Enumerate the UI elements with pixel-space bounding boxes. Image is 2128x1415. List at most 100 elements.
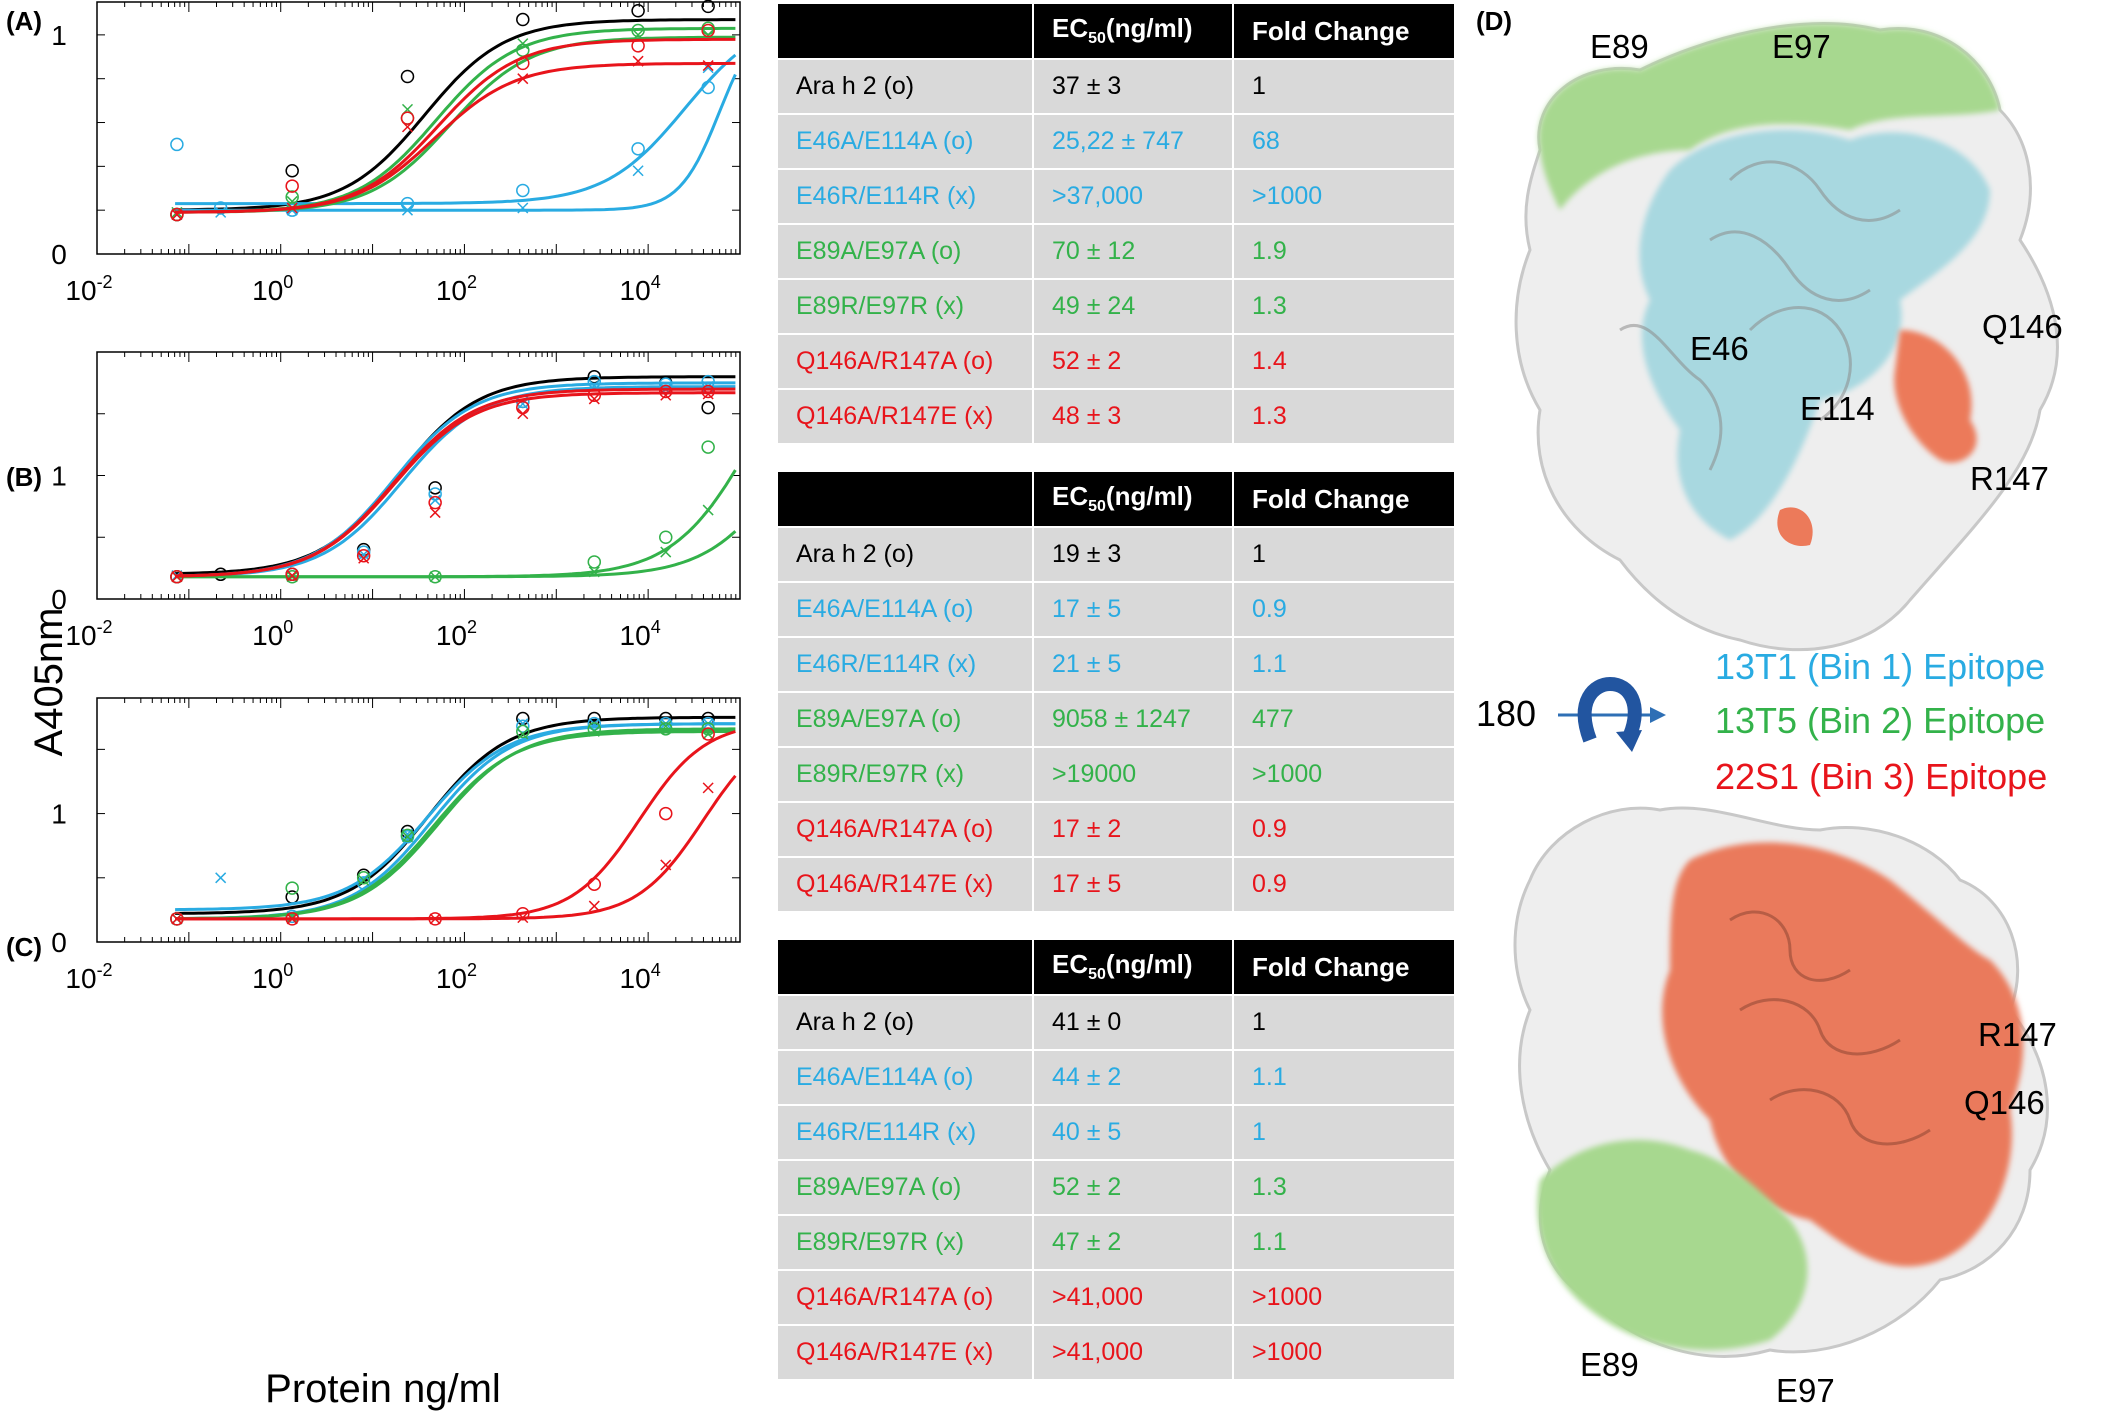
variant-cell: Q146A/R147A (o) [776,801,1034,858]
data-point [215,872,227,884]
ec50-cell: 9058 ± 1247 [1032,691,1234,748]
data-point [631,142,645,156]
x-tick-label: 102 [436,272,477,306]
data-point [659,722,673,736]
y-tick-label: 1 [51,461,67,492]
table-header-blank [776,2,1034,60]
x-tick-label: 100 [252,272,293,306]
fold-change-cell: 0.9 [1232,581,1456,638]
x-tick-label: 104 [620,617,661,651]
y-tick-label: 1 [51,20,67,51]
data-point [702,60,714,72]
variant-cell: Q146A/R147E (x) [776,856,1034,913]
data-point [631,4,645,18]
y-axis-label: A405nm [27,608,71,757]
fold-change-cell: 1 [1232,1104,1456,1161]
fold-change-cell: 1 [1232,58,1456,115]
data-point [517,73,529,85]
data-point [285,163,299,178]
table-header-ec50: EC50(ng/ml) [1032,2,1234,60]
x-tick-label: 102 [436,617,477,651]
fold-change-cell: 1.3 [1232,1159,1456,1216]
y-tick-label: 0 [51,927,67,958]
fold-change-cell: >1000 [1232,168,1456,225]
data-point [587,716,602,731]
data-point [701,440,715,454]
table-row: E89R/E97R (x) 47 ± 2 1.1 [776,1214,1456,1271]
data-point [356,871,371,885]
data-point [588,725,600,737]
variant-cell: E89R/E97R (x) [776,1214,1034,1271]
residue-label: E89 [1590,28,1649,65]
x-tick-label: 102 [436,960,477,994]
data-point [517,202,529,214]
data-point [632,55,644,67]
fit-curve-green [175,730,736,921]
data-point [516,183,530,198]
variant-cell: E89A/E97A (o) [776,691,1034,748]
table-row: E89R/E97R (x) 49 ± 24 1.3 [776,278,1456,335]
data-point [701,0,715,14]
table-row: E89A/E97A (o) 9058 ± 1247 477 [776,691,1456,748]
ec50-table-b: EC50(ng/ml) Fold Change Ara h 2 (o) 19 ± … [776,470,1456,913]
ec50-cell: 17 ± 5 [1032,856,1234,913]
x-axis-label: Protein ng/ml [265,1367,501,1411]
structure-panel: E89 E97 E46 Q146 E114 R147 180 R147 Q146… [1476,22,2063,1409]
fit-curve-blue [175,722,736,912]
fold-change-cell: 0.9 [1232,856,1456,913]
data-point [588,900,600,912]
table-header-ec50: EC50(ng/ml) [1032,938,1234,996]
ec50-cell: >19000 [1032,746,1234,803]
ec50-cell: 37 ± 3 [1032,58,1234,115]
fold-change-cell: 1.9 [1232,223,1456,280]
ec50-cell: >37,000 [1032,168,1234,225]
ec50-cell: 40 ± 5 [1032,1104,1234,1161]
ec50-table-a: EC50(ng/ml) Fold Change Ara h 2 (o) 37 ± … [776,2,1456,445]
x-tick-label: 104 [620,960,661,994]
data-point [285,567,299,582]
data-point [285,881,299,895]
data-point [285,190,299,204]
data-point [285,179,299,193]
variant-cell: Ara h 2 (o) [776,526,1034,583]
fit-curve-blue [175,53,737,206]
x-tick-label: 100 [252,960,293,994]
fold-change-cell: 1.4 [1232,333,1456,390]
data-point [517,912,529,924]
residue-label: E89 [1580,1346,1639,1383]
variant-cell: E89A/E97A (o) [776,1159,1034,1216]
variant-cell: Q146A/R147E (x) [776,1324,1034,1381]
data-point [632,165,644,177]
data-point [428,481,442,495]
table-header-ec50: EC50(ng/ml) [1032,470,1234,528]
variant-cell: E46R/E114R (x) [776,636,1034,693]
table-row: E89A/E97A (o) 52 ± 2 1.3 [776,1159,1456,1216]
variant-cell: Q146A/R147A (o) [776,1269,1034,1326]
table-row: E46A/E114A (o) 44 ± 2 1.1 [776,1049,1456,1106]
ec50-cell: 52 ± 2 [1032,1159,1234,1216]
data-point [702,782,714,794]
data-point [659,806,673,821]
variant-cell: E89R/E97R (x) [776,746,1034,803]
fit-curve-red [175,391,736,578]
table-header-blank [776,470,1034,528]
rotation-label: 180 [1476,693,1536,734]
fold-change-cell: 1.3 [1232,278,1456,335]
variant-cell: E89A/E97A (o) [776,223,1034,280]
data-point [171,913,183,925]
table-row: Q146A/R147A (o) 52 ± 2 1.4 [776,333,1456,390]
panel-label-b: (B) [6,462,43,492]
data-point [516,56,530,71]
fold-change-cell: 0.9 [1232,801,1456,858]
data-point [702,388,714,400]
data-point [213,201,228,215]
data-point [660,859,672,871]
data-point [428,495,442,510]
residue-label: Q146 [1964,1084,2045,1121]
fold-change-cell: 68 [1232,113,1456,170]
fold-change-cell: 1 [1232,526,1456,583]
